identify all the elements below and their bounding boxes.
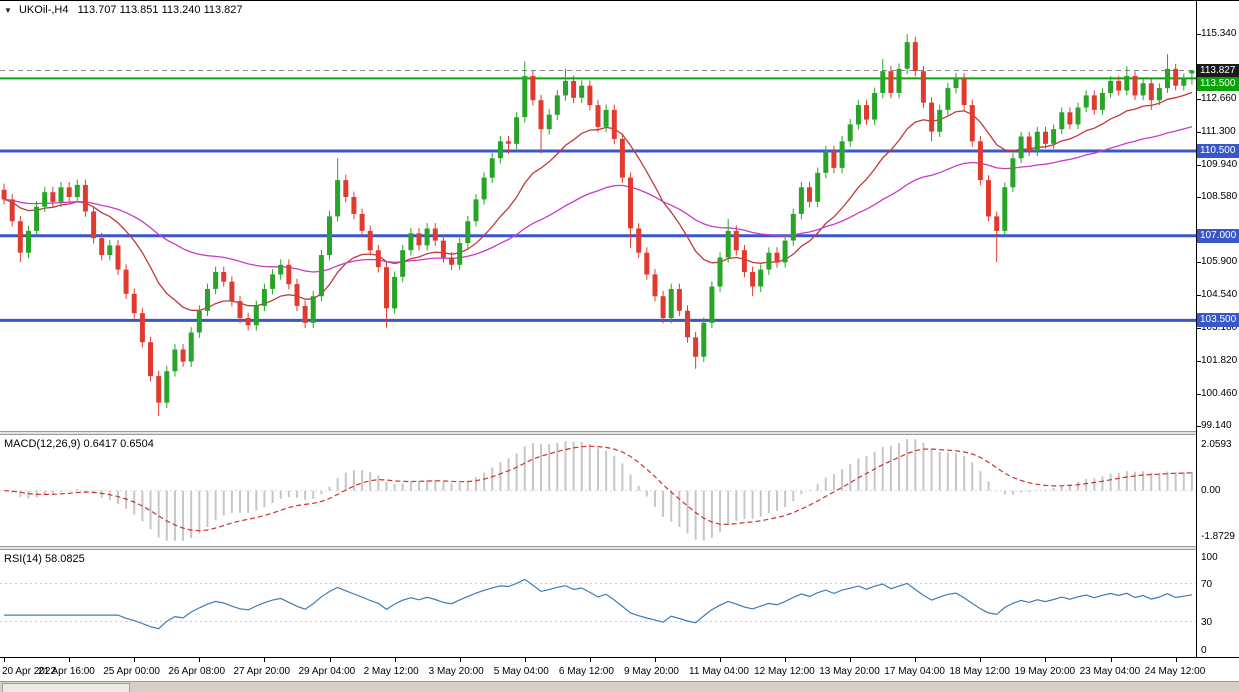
price-badge: 113.500 [1197,76,1239,91]
axis-tick [1197,164,1201,166]
price-axis-label: 101.820 [1201,355,1238,367]
axis-tick [1197,393,1201,395]
time-axis[interactable]: 20 Apr 2022 21 Apr 16:00 25 Apr 00:00 26 Ap… [0,657,1239,681]
price-badge: 103.500 [1197,313,1239,328]
time-axis-label: 23 May 04:00 [1079,666,1141,677]
price-axis-label: 100.460 [1201,387,1238,399]
macd-axis-label: 2.0593 [1201,439,1232,450]
price-axis-label: 109.940 [1201,158,1238,170]
pane-splitter-macd[interactable] [0,431,1239,435]
time-tick [980,658,982,662]
price-axis-label: 112.660 [1201,92,1237,104]
chart-symbol-period: UKOil-,H4 [18,4,69,16]
time-tick [394,658,396,662]
axis-tick [1197,361,1201,363]
time-tick [134,658,136,662]
time-tick [329,658,331,662]
rsi-axis-label: 100 [1201,552,1218,563]
macd-label: MACD(12,26,9) 0.6417 0.6504 [4,438,154,450]
axis-tick [1197,33,1201,35]
chart-ohlc-values: 113.707 113.851 113.240 113.827 [77,4,243,16]
time-axis-label: 27 Apr 20:00 [233,666,291,677]
time-tick [4,658,6,662]
price-axis[interactable]: 115.340 112.660 111.300 109.940 108.580 105.9… [1196,1,1239,657]
axis-tick [1197,262,1201,264]
rsi-axis-label: 30 [1201,616,1213,628]
rsi-canvas[interactable]: RSI(14) 58.0825 [0,550,1196,657]
status-strip [0,681,1239,692]
rsi-svg [0,578,1196,630]
time-axis-label: 3 May 20:00 [428,666,484,677]
time-tick [1110,658,1112,662]
rsi-axis-label: 0 [1201,645,1207,656]
chart-title: ▼ UKOil-,H4 113.707 113.851 113.240 113.… [4,4,249,16]
price-chart-svg [0,33,1196,416]
time-tick [459,658,461,662]
price-badge: 110.500 [1197,144,1239,159]
macd-svg [0,439,1196,541]
time-axis-label: 2 May 12:00 [363,666,419,677]
time-axis-label: 19 May 20:00 [1014,666,1076,677]
axis-tick [1197,295,1201,297]
price-badge: 113.827 [1197,63,1239,78]
chart-tab[interactable] [2,683,130,692]
axis-tick [1197,425,1201,427]
time-tick [785,658,787,662]
time-axis-label: 26 Apr 08:00 [168,666,226,677]
price-axis-label: 115.340 [1201,27,1237,39]
price-chart-canvas[interactable]: ▼ UKOil-,H4 113.707 113.851 113.240 113.… [0,1,1196,431]
price-badge: 107.000 [1197,228,1239,243]
price-axis-label: 108.580 [1201,191,1238,203]
time-axis-label: 25 Apr 00:00 [103,666,160,677]
time-tick [720,658,722,662]
price-axis-label: 103.180 [1201,322,1238,334]
time-tick [524,658,526,662]
time-tick [850,658,852,662]
time-axis-label: 17 May 04:00 [884,666,945,677]
rsi-axis-label: 70 [1201,578,1213,590]
pane-splitter-rsi[interactable] [0,546,1239,550]
time-tick [264,658,266,662]
price-axis-label: 99.140 [1201,419,1232,431]
macd-axis-label: 0.00 [1201,484,1221,496]
price-axis-label: 105.900 [1201,256,1238,268]
time-axis-label: 18 May 12:00 [949,666,1010,677]
axis-tick [1197,98,1201,100]
time-axis-label: 6 May 12:00 [558,666,614,677]
time-axis-label: 5 May 04:00 [493,666,549,677]
rsi-label: RSI(14) 58.0825 [4,553,85,565]
axis-tick [1197,197,1201,199]
price-axis-label: 104.540 [1201,289,1238,301]
macd-axis-label: -1.8729 [1201,531,1235,542]
time-tick [1045,658,1047,662]
axis-tick [1197,131,1201,133]
axis-tick [1197,328,1201,330]
time-axis-label: 24 May 12:00 [1144,666,1206,677]
time-axis-label: 21 Apr 16:00 [38,666,95,677]
time-axis-label: 29 Apr 04:00 [298,666,356,677]
time-tick [915,658,917,662]
time-axis-label: 13 May 20:00 [819,666,880,677]
chart-dropdown-icon[interactable]: ▼ [4,6,12,15]
price-axis-label: 111.300 [1201,125,1236,137]
time-tick [199,658,201,662]
time-tick [1175,658,1177,662]
time-tick [654,658,656,662]
time-axis-label: 20 Apr 2022 [2,666,56,677]
time-tick [589,658,591,662]
time-axis-label: 9 May 20:00 [623,666,679,677]
time-tick [69,658,71,662]
time-axis-label: 12 May 12:00 [754,666,815,677]
macd-canvas[interactable]: MACD(12,26,9) 0.6417 0.6504 [0,435,1196,546]
time-axis-label: 11 May 04:00 [689,666,749,677]
